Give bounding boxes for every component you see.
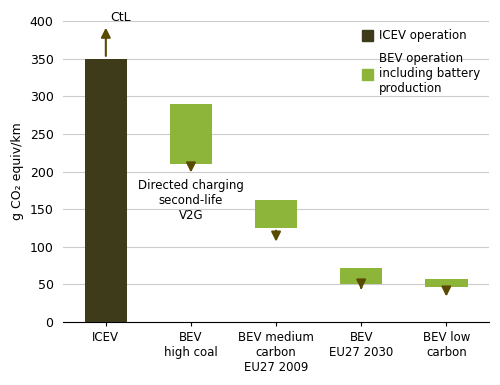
Bar xyxy=(84,59,127,322)
Bar xyxy=(255,200,298,228)
Text: Directed charging
second-life
V2G: Directed charging second-life V2G xyxy=(138,179,244,222)
Text: CtL: CtL xyxy=(110,11,130,24)
Bar xyxy=(170,104,212,164)
Bar xyxy=(425,279,468,286)
Y-axis label: g CO₂ equiv/km: g CO₂ equiv/km xyxy=(11,123,24,220)
Bar xyxy=(340,268,382,284)
Legend: ICEV operation, BEV operation
including battery
production: ICEV operation, BEV operation including … xyxy=(357,25,486,100)
